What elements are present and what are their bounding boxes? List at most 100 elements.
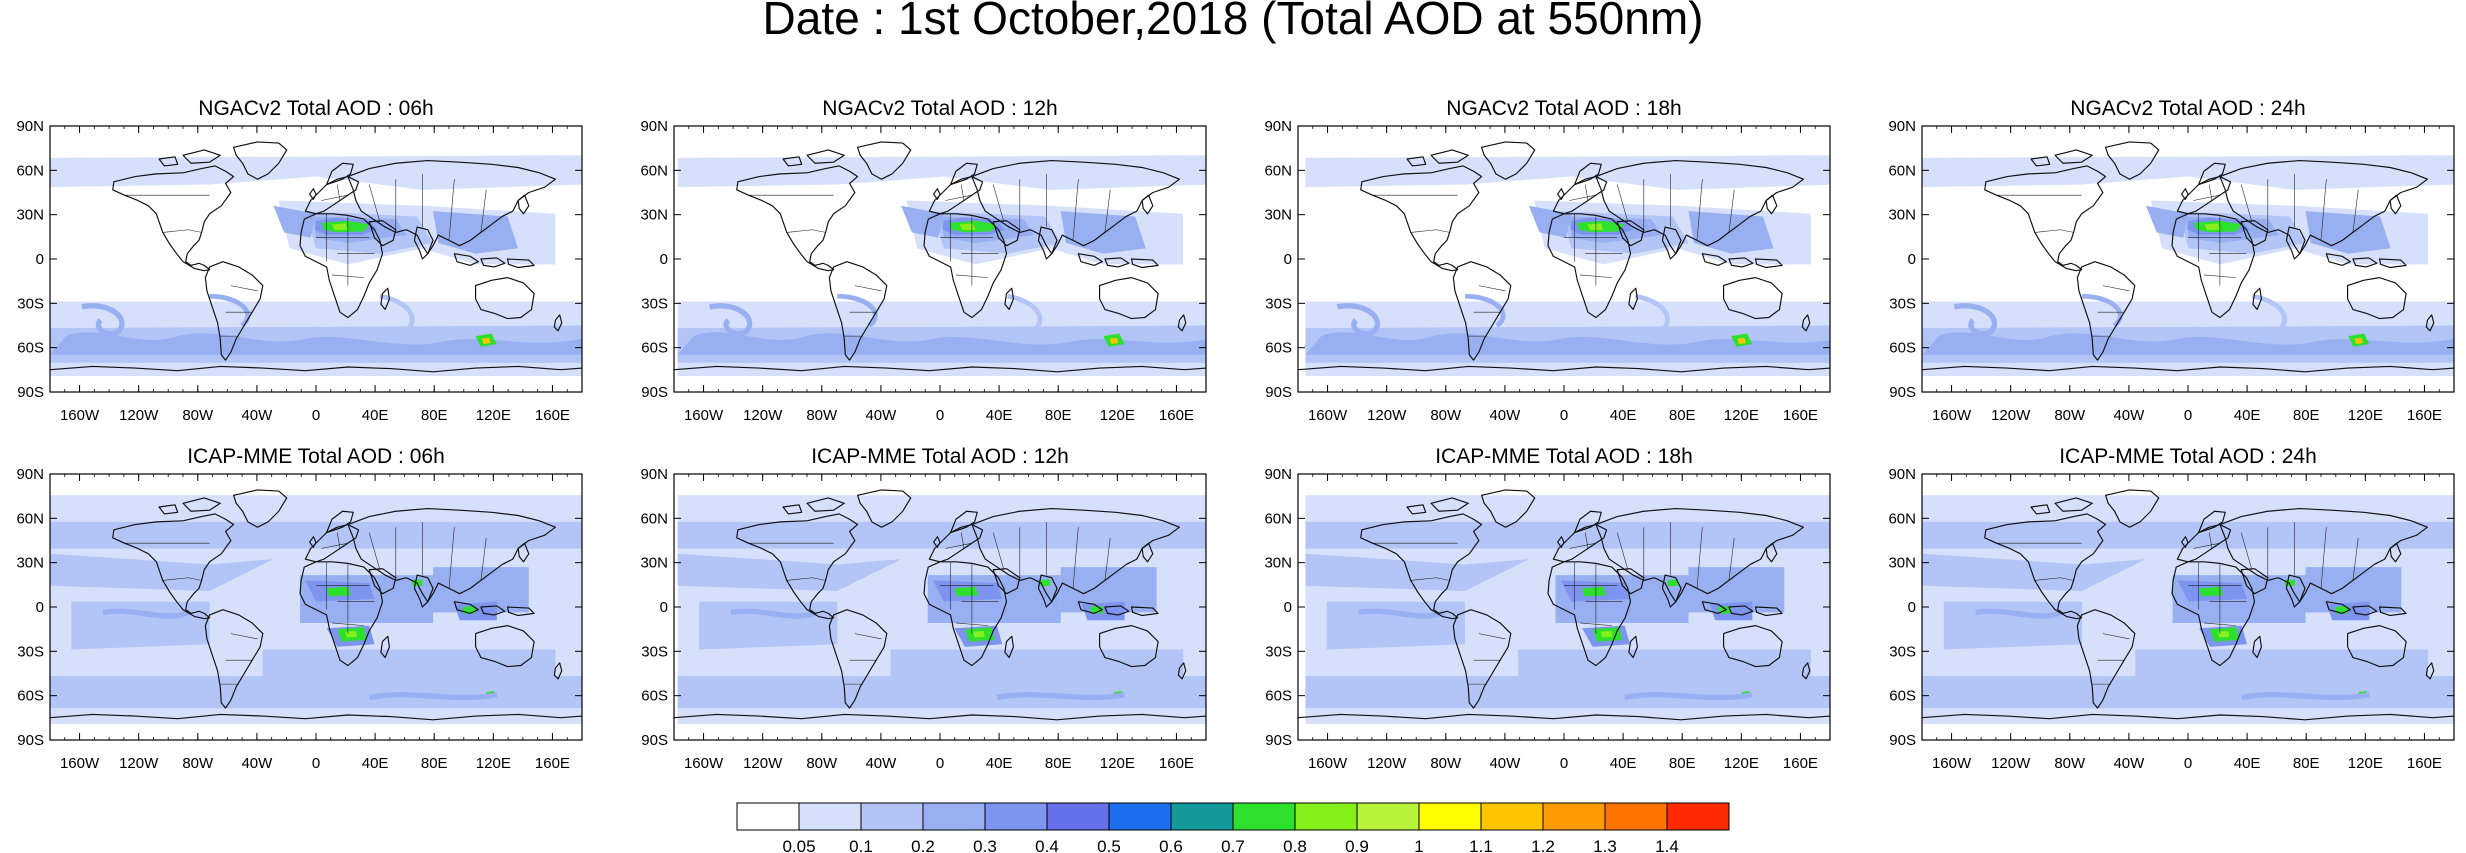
lon-tick-label: 120E	[476, 755, 511, 772]
lat-tick-label: 90N	[640, 118, 668, 135]
panel-title: ICAP-MME Total AOD : 06h	[187, 445, 445, 468]
lat-tick-label: 0	[660, 251, 668, 268]
panel-title: ICAP-MME Total AOD : 12h	[811, 445, 1069, 468]
colorbar-swatch	[1480, 802, 1544, 831]
colorbar-swatch	[1418, 802, 1482, 831]
lon-tick-label: 40W	[2113, 755, 2145, 772]
colorbar-swatch	[1666, 802, 1730, 831]
lon-tick-label: 80W	[2054, 755, 2086, 772]
lat-tick-label: 60N	[1888, 162, 1916, 179]
lon-tick-label: 80W	[1430, 755, 1462, 772]
lon-tick-label: 0	[2184, 755, 2192, 772]
lat-tick-label: 30S	[17, 295, 44, 312]
colorbar-swatch	[860, 802, 924, 831]
lon-tick-label: 80W	[182, 407, 214, 424]
colorbar-swatch	[1294, 802, 1358, 831]
lat-tick-label: 90N	[1888, 466, 1916, 483]
lon-tick-label: 0	[312, 407, 320, 424]
lon-tick-label: 120W	[1367, 407, 1407, 424]
lon-tick-label: 40E	[2234, 755, 2261, 772]
lon-tick-label: 80E	[2293, 755, 2320, 772]
lat-tick-label: 30N	[640, 555, 668, 572]
lat-tick-label: 90S	[1265, 384, 1292, 401]
lon-tick-label: 0	[936, 407, 944, 424]
colorbar-label: 1.1	[1469, 837, 1493, 853]
map-panel: NGACv2 Total AOD : 18h 90N 60N 30N 0 30S 60S 90…	[1264, 97, 1831, 424]
colorbar-swatch	[1108, 802, 1172, 831]
lon-tick-label: 0	[936, 755, 944, 772]
lon-tick-label: 0	[1560, 407, 1568, 424]
lon-tick-label: 40E	[2234, 407, 2261, 424]
lon-tick-label: 160E	[1159, 407, 1194, 424]
lon-tick-label: 40E	[362, 755, 389, 772]
map-panel: ICAP-MME Total AOD : 24h 90N 60N 30N 0 30S 60S…	[1888, 445, 2455, 772]
colorbar-swatch	[1170, 802, 1234, 831]
lon-tick-label: 120W	[1991, 407, 2031, 424]
lon-tick-label: 40W	[1489, 755, 1521, 772]
lon-tick-label: 80E	[421, 755, 448, 772]
lon-tick-label: 40W	[1489, 407, 1521, 424]
colorbar-label: 0.5	[1097, 837, 1121, 853]
colorbar-swatch	[1232, 802, 1296, 831]
panel-title: NGACv2 Total AOD : 18h	[1446, 97, 1681, 120]
lon-tick-label: 160W	[1932, 755, 1972, 772]
lon-tick-label: 80E	[1669, 407, 1696, 424]
lat-tick-label: 0	[1908, 599, 1916, 616]
colorbar-label: 0.4	[1035, 837, 1059, 853]
lat-tick-label: 60N	[1264, 162, 1292, 179]
lat-tick-label: 60S	[641, 340, 668, 357]
lat-tick-label: 30S	[17, 643, 44, 660]
lat-tick-label: 90N	[1888, 118, 1916, 135]
lon-tick-label: 160E	[1783, 755, 1818, 772]
colorbar-swatch	[1542, 802, 1606, 831]
lat-tick-label: 30N	[640, 207, 668, 224]
lon-tick-label: 0	[312, 755, 320, 772]
lon-tick-label: 120E	[2348, 407, 2383, 424]
lat-tick-label: 60S	[1889, 340, 1916, 357]
lon-tick-label: 160E	[535, 755, 570, 772]
colorbar-label: 1.2	[1531, 837, 1555, 853]
panel-title: NGACv2 Total AOD : 24h	[2070, 97, 2305, 120]
lon-tick-label: 160E	[2407, 755, 2442, 772]
lon-tick-label: 160E	[1783, 407, 1818, 424]
colorbar-label: 0.7	[1221, 837, 1245, 853]
lon-tick-label: 120E	[476, 407, 511, 424]
lon-tick-label: 120W	[743, 407, 783, 424]
lat-tick-label: 0	[36, 599, 44, 616]
lon-tick-label: 120W	[119, 755, 159, 772]
map-panel: ICAP-MME Total AOD : 12h 90N 60N 30N 0 30S 60S…	[640, 445, 1207, 772]
lon-tick-label: 80W	[2054, 407, 2086, 424]
lon-tick-label: 40W	[241, 755, 273, 772]
lon-tick-label: 120E	[1724, 755, 1759, 772]
lon-tick-label: 80W	[806, 407, 838, 424]
lat-tick-label: 0	[1908, 251, 1916, 268]
lon-tick-label: 80E	[1045, 755, 1072, 772]
lon-tick-label: 160W	[1308, 407, 1348, 424]
lat-tick-label: 90S	[17, 384, 44, 401]
lon-tick-label: 0	[2184, 407, 2192, 424]
lat-tick-label: 60S	[641, 688, 668, 705]
map-panel: NGACv2 Total AOD : 06h 90N 60N 30N 0 30S 60S 90…	[16, 97, 583, 424]
lat-tick-label: 90N	[1264, 118, 1292, 135]
map-panel: NGACv2 Total AOD : 12h 90N 60N 30N 0 30S 60S 90…	[640, 97, 1207, 424]
lat-tick-label: 60N	[16, 510, 44, 527]
lon-tick-label: 120W	[1367, 755, 1407, 772]
map-panel: ICAP-MME Total AOD : 06h 90N 60N 30N 0 30S 60S…	[16, 445, 583, 772]
colorbar-swatch	[1604, 802, 1668, 831]
lon-tick-label: 40W	[865, 407, 897, 424]
panel-title: ICAP-MME Total AOD : 24h	[2059, 445, 2317, 468]
figure-title: Date : 1st October,2018 (Total AOD at 55…	[763, 0, 1704, 44]
aod-field	[1305, 495, 1837, 724]
lon-tick-label: 160W	[1308, 755, 1348, 772]
lon-tick-label: 160W	[684, 755, 724, 772]
lat-tick-label: 90S	[1265, 732, 1292, 749]
lon-tick-label: 80E	[2293, 407, 2320, 424]
lat-tick-label: 30S	[1265, 295, 1292, 312]
lon-tick-label: 80E	[1045, 407, 1072, 424]
lat-tick-label: 60S	[1265, 688, 1292, 705]
lon-tick-label: 80W	[806, 755, 838, 772]
lon-tick-label: 120W	[743, 755, 783, 772]
lat-tick-label: 30N	[1888, 555, 1916, 572]
lon-tick-label: 160W	[60, 755, 100, 772]
